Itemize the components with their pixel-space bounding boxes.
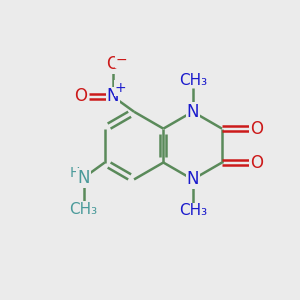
Text: CH₃: CH₃ (178, 203, 207, 218)
Text: N: N (186, 170, 199, 188)
Text: +: + (114, 81, 126, 95)
Text: −: − (115, 53, 127, 67)
Text: H: H (70, 166, 80, 179)
Text: CH₃: CH₃ (178, 73, 207, 88)
Text: O: O (250, 154, 263, 172)
Text: N: N (77, 169, 90, 187)
Text: O: O (74, 87, 87, 105)
Text: N: N (106, 87, 119, 105)
Text: CH₃: CH₃ (70, 202, 98, 217)
Text: O: O (106, 55, 119, 73)
Text: N: N (186, 103, 199, 121)
Text: O: O (250, 120, 263, 138)
